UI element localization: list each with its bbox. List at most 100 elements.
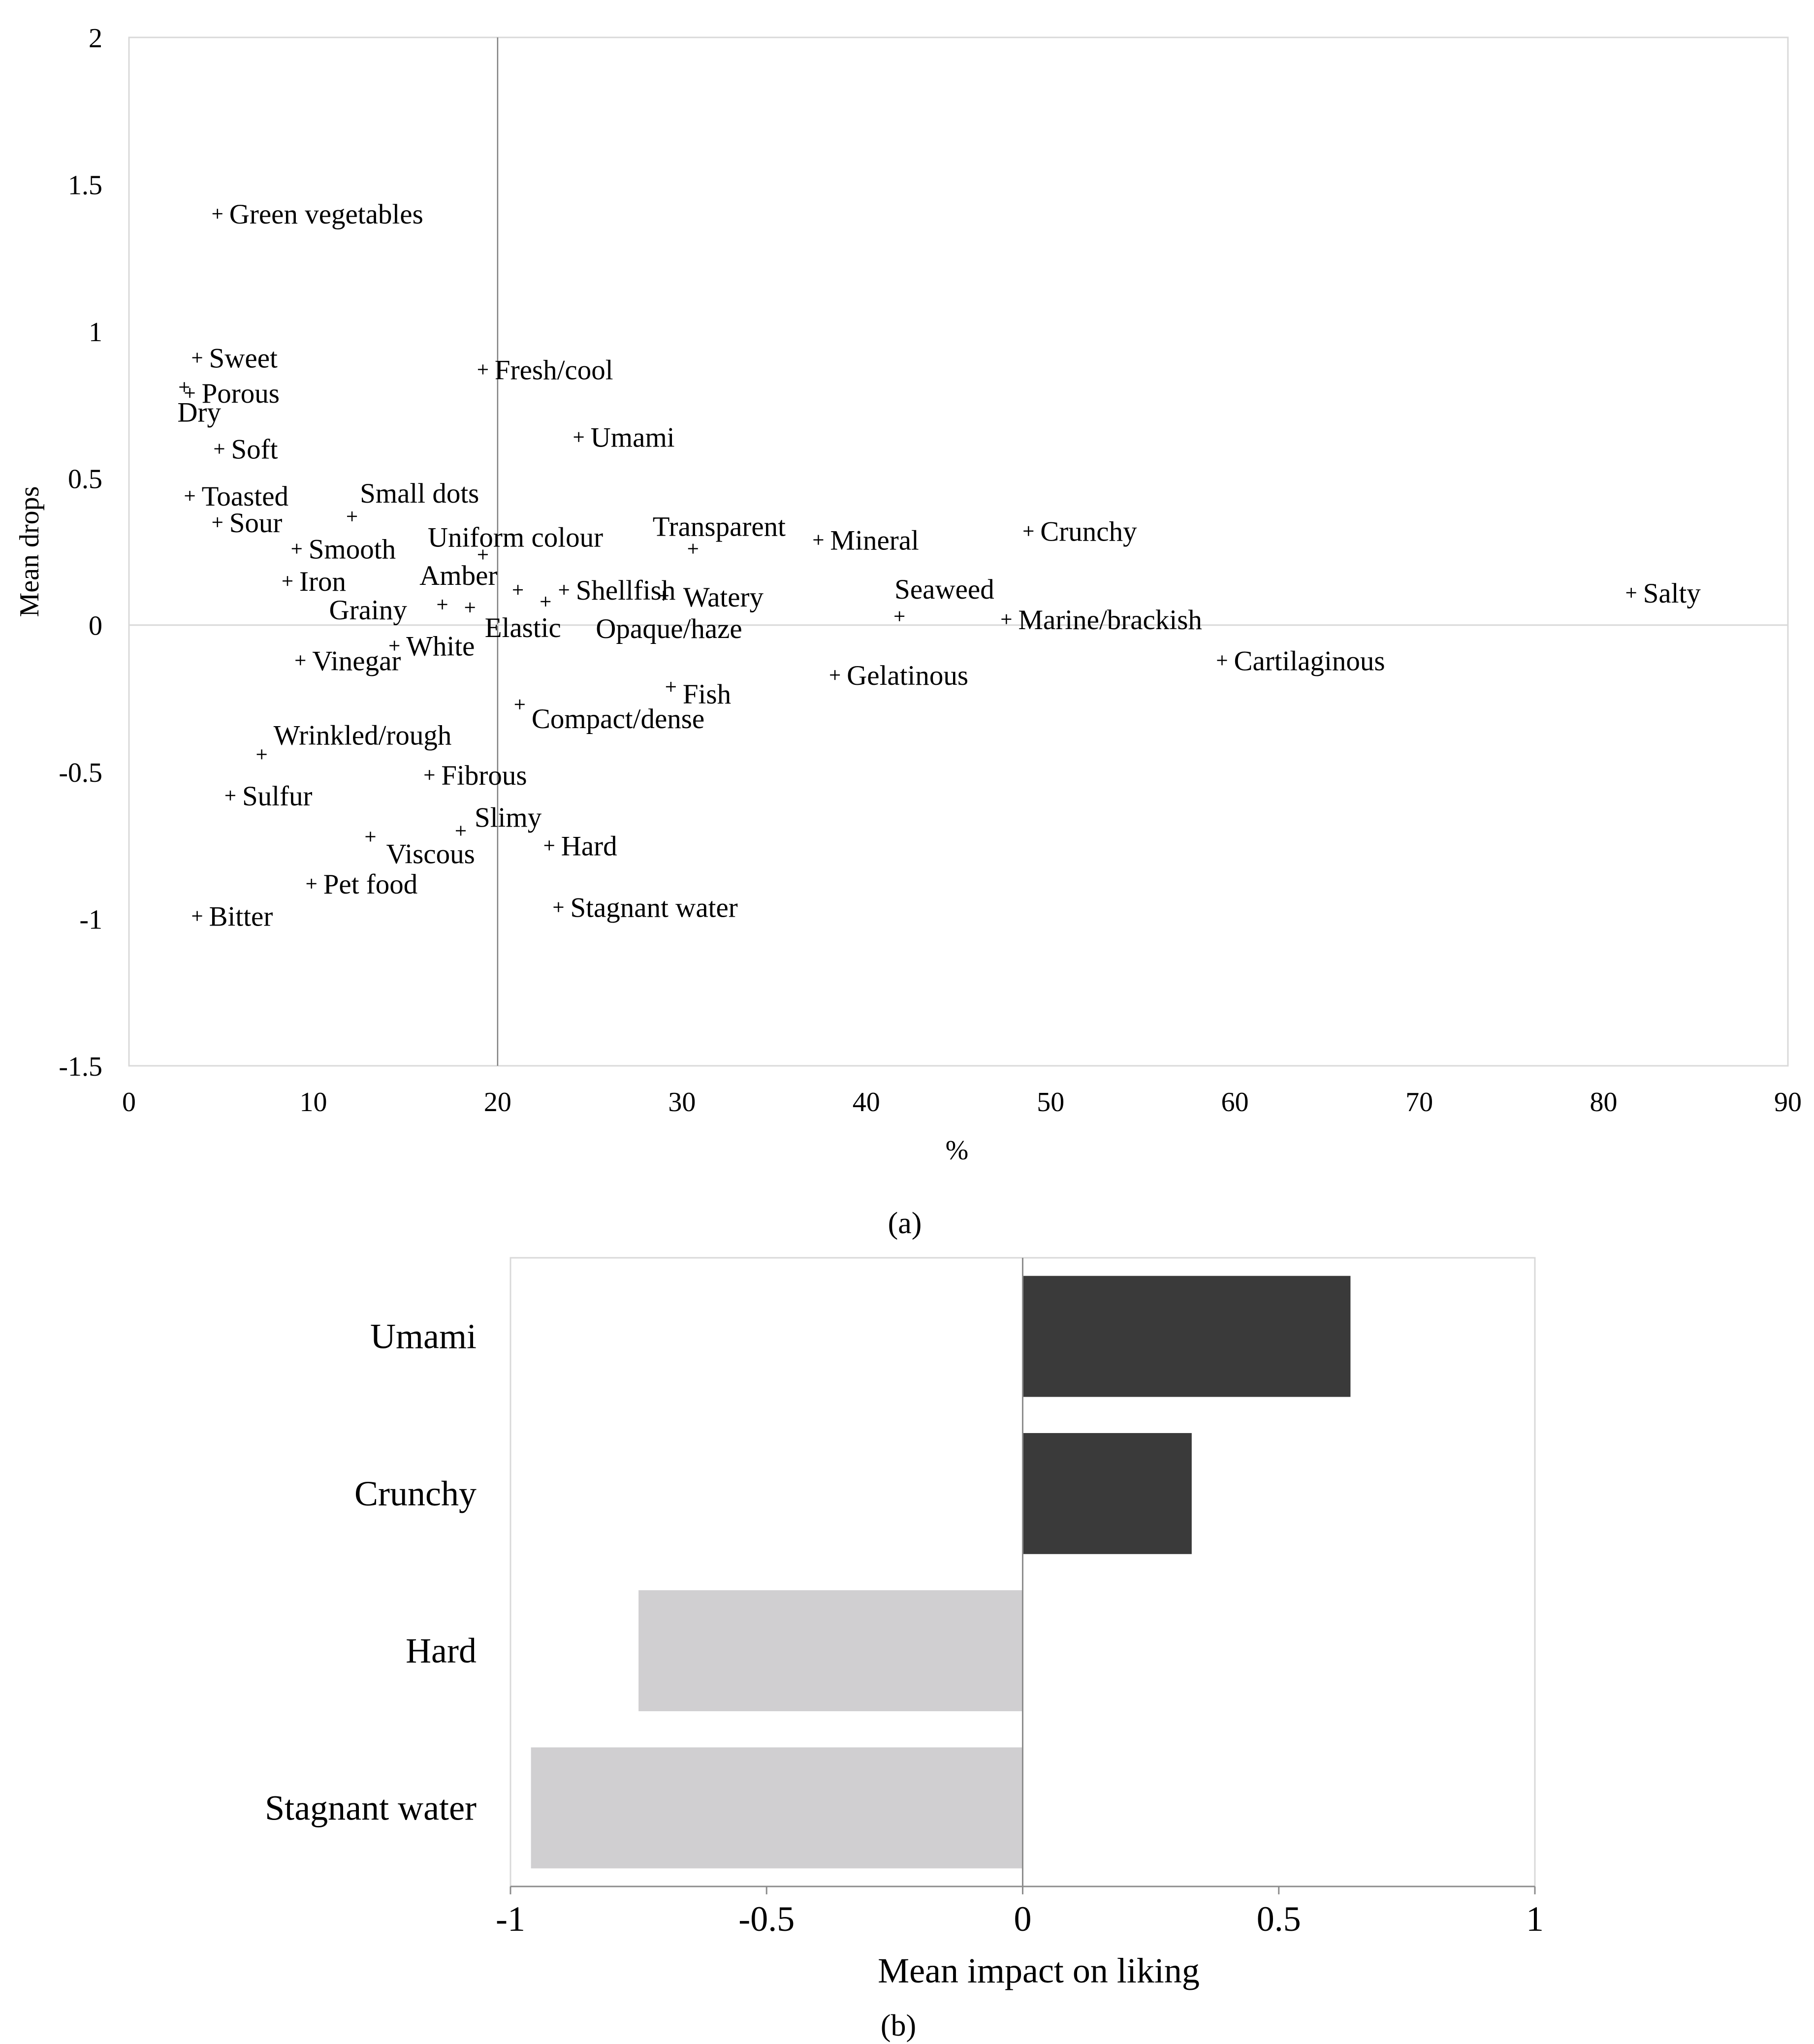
y-axis-label: Mean drops [14,486,45,617]
point-label: Gelatinous [847,660,968,691]
point-label: Vinegar [312,645,401,676]
point-label: Fish [683,679,731,710]
scatter-point: Hard [544,830,617,862]
point-label: Fresh/cool [495,354,613,385]
bar [1022,1276,1351,1397]
y-tick-label: 0.5 [68,464,102,494]
point-label: Sulfur [242,781,313,812]
scatter-point: Soft [214,434,278,465]
scatter-point: Pet food [306,869,418,900]
scatter-point: Bitter [192,901,273,932]
scatter-point: Smooth [291,534,396,565]
x-axis-label: % [946,1135,969,1166]
bar [531,1747,1023,1869]
x-tick-label: 10 [299,1087,327,1118]
scatter-point: Cartilaginous [1217,645,1385,676]
point-label: Opaque/haze [596,613,742,644]
scatter-point: Grainy [329,595,447,626]
point-label: Umami [591,422,675,453]
point-label: Marine/brackish [1018,605,1202,636]
point-label: Bitter [209,901,273,932]
point-label: Cartilaginous [1234,645,1385,676]
scatter-point: Transparent [653,511,786,554]
y-tick-label: -1 [79,905,102,935]
scatter-point: Umami [573,422,675,453]
bar-x-ticks: -1 -0.5 0 0.5 1 [496,1886,1544,1939]
scatter-point: Dry [177,382,221,428]
scatter-chart: 21.510.50-0.5-1-1.5 0 10 20 30 40 50 60 70 80 90 … [14,23,1802,1166]
y-tick-label: 0 [89,611,102,641]
scatter-point: Uniform colour [428,522,603,560]
scatter-point: Porous [185,378,280,409]
point-label: Toasted [202,481,288,512]
category-label: Stagnant water [265,1788,477,1827]
scatter-point: Toasted [185,481,288,512]
category-label: Umami [370,1317,477,1356]
panel-label-b: (b) [881,2009,916,2043]
category-labels: Umami Crunchy Hard Stagnant water [265,1317,477,1828]
scatter-point: Green vegetables [212,199,423,230]
point-label: Crunchy [1040,516,1137,547]
point-label: Small dots [360,478,479,509]
scatter-point: Sulfur [225,781,313,812]
y-tick-labels: 2 1.5 1 0.5 0 -0.5 -1 -1.5 [59,23,102,1082]
scatter-point: Sweet [192,343,278,374]
x-tick-label: 90 [1774,1087,1802,1118]
y-tick-label: 1 [89,317,102,348]
scatter-point: Seaweed [894,574,994,621]
point-label: Sweet [209,343,278,374]
scatter-point: Marine/brackish [1001,605,1202,636]
point-label: White [406,631,475,662]
point-label: Slimy [475,802,542,833]
point-label: Dry [177,397,221,428]
scatter-point: Shellfish [559,575,676,606]
point-label: Grainy [329,595,408,626]
scatter-point: Viscous [365,831,475,869]
point-label: Pet food [323,869,418,900]
point-label: Seaweed [894,574,994,605]
point-label: Mineral [830,525,919,556]
point-label: Fibrous [441,760,527,791]
bar-chart: -1 -0.5 0 0.5 1 Umami Crunchy Hard Stagnant wat… [265,1257,1544,1990]
scatter-point: Mineral [813,525,919,556]
point-label: Viscous [386,838,475,869]
point-label: Iron [299,566,346,597]
point-label: Green vegetables [229,199,423,230]
scatter-point: Opaque/haze [541,596,742,644]
x-tick-label: 0 [1014,1899,1032,1939]
point-label: Elastic [485,612,561,643]
point-label: Uniform colour [428,522,603,553]
point-label: Soft [231,434,278,465]
x-tick-label: -0.5 [738,1899,795,1939]
point-label: Hard [561,830,617,862]
category-label: Hard [406,1631,477,1670]
scatter-point: Compact/dense [514,699,704,735]
bars [531,1276,1351,1869]
scatter-point: Amber [419,560,523,595]
x-tick-label: 50 [1037,1087,1064,1118]
scatter-point: Sour [212,508,282,539]
point-label: Smooth [309,534,396,565]
scatter-point: Small dots [347,478,479,521]
category-label: Crunchy [354,1474,477,1513]
scatter-point: Iron [283,566,346,597]
y-tick-label: 2 [89,23,102,54]
scatter-point: Slimy [456,802,542,836]
bar [1022,1433,1192,1554]
scatter-point: Gelatinous [830,660,968,691]
scatter-point: Fibrous [424,760,527,791]
point-label: Wrinkled/rough [274,720,452,751]
bar [638,1590,1023,1712]
x-tick-label: 70 [1405,1087,1433,1118]
scatter-point: Watery [658,582,764,613]
scatter-point: Elastic [465,602,561,643]
x-tick-label: 40 [853,1087,880,1118]
y-tick-label: -0.5 [59,758,102,788]
point-label: Shellfish [576,575,676,606]
point-label: Porous [202,378,280,409]
x-tick-labels: 0 10 20 30 40 50 60 70 80 90 [122,1087,1802,1118]
point-label: Watery [683,582,764,613]
point-label: Salty [1643,578,1701,609]
